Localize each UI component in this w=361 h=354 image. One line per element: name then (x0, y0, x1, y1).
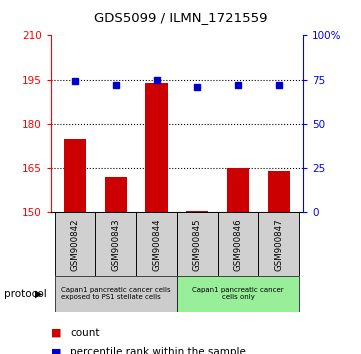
Text: ■: ■ (51, 328, 61, 338)
Bar (105, 177, 127, 212)
Bar (177, 212, 218, 276)
Bar (218, 212, 258, 276)
Bar (64, 139, 86, 212)
Bar (145, 82, 168, 212)
Text: GSM900842: GSM900842 (70, 218, 79, 270)
Text: GSM900845: GSM900845 (193, 218, 202, 270)
Bar (177, 276, 299, 312)
Text: ■: ■ (51, 347, 61, 354)
Bar (55, 212, 95, 276)
Text: GSM900843: GSM900843 (111, 218, 120, 270)
Bar (186, 211, 209, 212)
Text: protocol: protocol (4, 289, 46, 299)
Text: percentile rank within the sample: percentile rank within the sample (70, 347, 246, 354)
Bar (136, 212, 177, 276)
Text: count: count (70, 328, 100, 338)
Text: GSM900846: GSM900846 (234, 218, 243, 270)
Bar (258, 212, 299, 276)
Bar (95, 212, 136, 276)
Text: GSM900844: GSM900844 (152, 218, 161, 270)
Bar (268, 171, 290, 212)
Text: GSM900847: GSM900847 (274, 218, 283, 270)
Text: Capan1 pancreatic cancer
cells only: Capan1 pancreatic cancer cells only (192, 287, 284, 300)
Text: GDS5099 / ILMN_1721559: GDS5099 / ILMN_1721559 (94, 11, 267, 24)
Text: Capan1 pancreatic cancer cells
exposed to PS1 stellate cells: Capan1 pancreatic cancer cells exposed t… (61, 287, 170, 300)
Bar (227, 168, 249, 212)
Text: ▶: ▶ (35, 289, 43, 299)
Bar (55, 276, 177, 312)
